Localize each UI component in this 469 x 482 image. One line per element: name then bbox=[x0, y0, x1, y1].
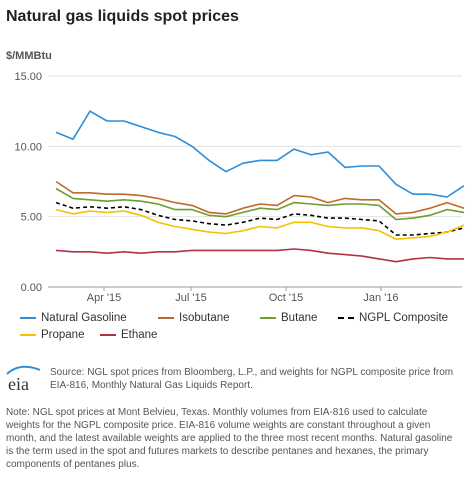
source-note: Source: NGL spot prices from Bloomberg, … bbox=[50, 367, 454, 391]
y-tick-label: 0.00 bbox=[21, 282, 42, 294]
legend-swatch bbox=[100, 334, 116, 336]
series-line-ethane bbox=[55, 248, 464, 263]
legend-swatch bbox=[158, 317, 174, 319]
chart-title: Natural gas liquids spot prices bbox=[6, 8, 239, 25]
legend-swatch bbox=[338, 317, 354, 319]
y-tick-label: 10.00 bbox=[14, 141, 42, 153]
legend-label: Ethane bbox=[121, 329, 158, 341]
y-tick-label: 5.00 bbox=[21, 212, 42, 224]
legend-item: Isobutane bbox=[158, 312, 230, 324]
legend-item: Propane bbox=[20, 329, 84, 341]
footnote: Note: NGL spot prices at Mont Belvieu, T… bbox=[6, 407, 453, 470]
legend-swatch bbox=[260, 317, 276, 319]
x-tick-label: Jul '15 bbox=[175, 292, 206, 304]
legend-swatch bbox=[20, 317, 36, 319]
eia-logo: eia bbox=[6, 365, 41, 394]
legend-item: NGPL Composite bbox=[338, 312, 448, 324]
legend-label: Butane bbox=[281, 312, 318, 324]
x-tick-label: Jan '16 bbox=[363, 292, 398, 304]
y-unit-label: $/MMBtu bbox=[6, 50, 52, 62]
legend-label: Isobutane bbox=[179, 312, 230, 324]
legend-label: Natural Gasoline bbox=[41, 312, 127, 324]
series-line-ngpl-composite bbox=[55, 201, 465, 236]
legend-label: Propane bbox=[41, 329, 85, 341]
legend-swatch bbox=[20, 334, 36, 336]
series-line-propane bbox=[55, 208, 465, 240]
legend-item: Butane bbox=[260, 312, 317, 324]
legend-label: NGPL Composite bbox=[359, 312, 449, 324]
eia-logo-text: eia bbox=[8, 374, 29, 394]
line-chart: 0.00 5.00 10.00 15.00 Apr '15 Jul '15 Oct '15 J… bbox=[14, 71, 465, 304]
legend-item: Natural Gasoline bbox=[20, 312, 127, 324]
x-tick-label: Apr '15 bbox=[87, 292, 122, 304]
series-line-isobutane bbox=[55, 180, 465, 215]
y-tick-label: 15.00 bbox=[14, 71, 42, 83]
series-line-butane bbox=[55, 187, 465, 221]
series-line-natural-gasoline bbox=[55, 110, 465, 198]
eia-logo-swoosh bbox=[6, 365, 41, 375]
legend-item: Ethane bbox=[100, 329, 157, 341]
x-tick-label: Oct '15 bbox=[269, 292, 304, 304]
